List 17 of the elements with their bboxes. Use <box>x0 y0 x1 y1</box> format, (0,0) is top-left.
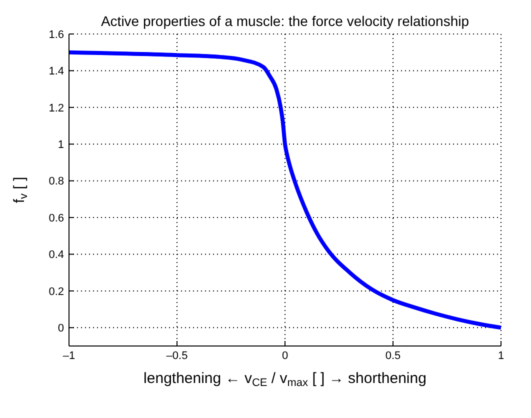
y-tick-label: 1 <box>58 139 64 152</box>
y-tick-label: 1.4 <box>48 66 64 78</box>
x-tick-label: –0.5 <box>166 350 188 362</box>
y-tick-label: 1.2 <box>48 102 64 114</box>
x-axis-title: lengthening ← v$_{CE}$ / v$_{max}$ [ ] → shorthening <box>144 370 426 389</box>
y-tick-label: 1.6 <box>48 28 64 41</box>
x-tick-label: 0.5 <box>385 350 401 362</box>
y-tick-label: 0 <box>58 322 64 335</box>
line-series <box>69 50 501 330</box>
y-tick-label: 0.6 <box>48 212 64 224</box>
y-tick-label: 0.2 <box>48 286 64 298</box>
y-tick-label: 0.8 <box>48 176 64 188</box>
x-tick-label: 1 <box>498 350 504 362</box>
chart-title: Active properties of a muscle: the force velocity relationship <box>100 13 470 29</box>
x-tick-label: 0 <box>282 350 288 362</box>
x-tick-label: –1 <box>62 350 76 362</box>
y-tick-label: 0.4 <box>48 249 64 262</box>
